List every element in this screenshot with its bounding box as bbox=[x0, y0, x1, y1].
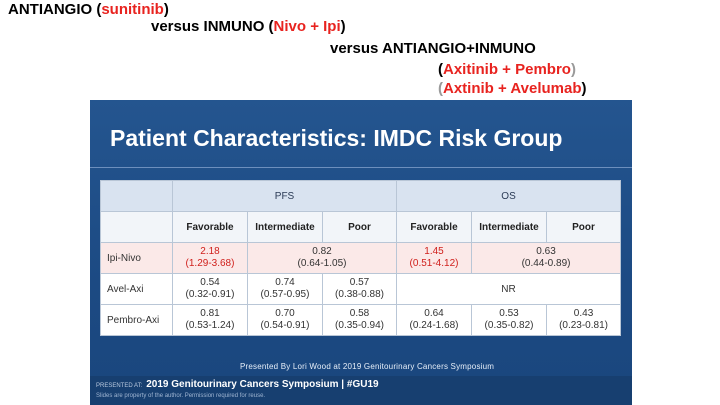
group-header-pfs: PFS bbox=[171, 180, 398, 212]
cell-ipi-nivo-os-favorable: 1.45 (0.51-4.12) bbox=[396, 242, 473, 274]
ci-value: (0.54-0.91) bbox=[260, 320, 310, 331]
hr-value: 0.43 bbox=[573, 308, 594, 319]
footer-presented-at: PRESENTED AT: bbox=[96, 383, 143, 389]
hr-value: 0.74 bbox=[275, 277, 295, 288]
cell-avel-axi-pfs-favorable: 0.54 (0.32-0.91) bbox=[172, 273, 248, 305]
ci-value: (0.38-0.88) bbox=[335, 289, 384, 300]
subheader-row: Favorable Intermediate Poor Favorable In… bbox=[100, 211, 622, 243]
hr-value: 0.81 bbox=[200, 308, 220, 319]
ci-value: (0.35-0.94) bbox=[335, 320, 384, 331]
group-header-os: OS bbox=[396, 180, 622, 212]
footer-symposium: PRESENTED AT: 2019 Genitourinary Cancers … bbox=[96, 379, 379, 390]
subheader-pfs-favorable: Favorable bbox=[172, 211, 248, 243]
hr-value: 0.70 bbox=[275, 308, 295, 319]
cell-ipi-nivo-pfs-favorable: 2.18 (1.29-3.68) bbox=[172, 242, 248, 274]
ci-value: (1.29-3.68) bbox=[185, 258, 235, 269]
cell-pembro-axi-os-favorable: 0.64 (0.24-1.68) bbox=[396, 304, 473, 336]
group-header-row: PFS OS bbox=[100, 180, 622, 212]
heading-line-3: versus ANTIANGIO+INMUNO bbox=[330, 40, 536, 57]
heading-line-1: ANTIANGIO (sunitinib) bbox=[8, 1, 169, 18]
row-label-avel-axi: Avel-Axi bbox=[100, 273, 173, 305]
hr-value: 0.82 bbox=[312, 246, 332, 257]
hr-value: 0.63 bbox=[536, 246, 556, 257]
slide-title: Patient Characteristics: IMDC Risk Group bbox=[110, 125, 563, 151]
subheader-os-favorable: Favorable bbox=[396, 211, 473, 243]
ci-value: (0.44-0.89) bbox=[521, 258, 571, 269]
footer-symposium-name: 2019 Genitourinary Cancers Symposium | #… bbox=[146, 379, 379, 390]
cell-avel-axi-os: NR bbox=[396, 273, 622, 305]
hr-value: 1.45 bbox=[424, 246, 444, 257]
subheader-os-poor: Poor bbox=[546, 211, 622, 243]
hr-value: 0.57 bbox=[349, 277, 370, 288]
heading-line-5-prefix: ( bbox=[438, 80, 443, 97]
cell-pembro-axi-os-poor: 0.43 (0.23-0.81) bbox=[546, 304, 622, 336]
cell-avel-axi-pfs-intermediate: 0.74 (0.57-0.95) bbox=[247, 273, 323, 305]
ci-value: (0.51-4.12) bbox=[409, 258, 459, 269]
ci-value: (0.64-1.05) bbox=[297, 258, 347, 269]
heading-line-5-suffix: ) bbox=[581, 80, 587, 97]
table-row-pembro-axi: Pembro-Axi 0.81 (0.53-1.24) 0.70 (0.54-0.9… bbox=[100, 304, 622, 336]
subheader-pfs-intermediate: Intermediate bbox=[247, 211, 323, 243]
table-row-ipi-nivo: Ipi-Nivo 2.18 (1.29-3.68) 0.82 (0.64-1.05)… bbox=[100, 242, 622, 274]
subheader-os-intermediate: Intermediate bbox=[471, 211, 548, 243]
footer-note: Slides are property of the author. Permi… bbox=[96, 393, 266, 399]
cell-pembro-axi-os-intermediate: 0.53 (0.35-0.82) bbox=[471, 304, 548, 336]
heading-drug-nivo-ipi: Nivo + Ipi bbox=[273, 18, 341, 35]
heading-line-2-prefix: versus INMUNO ( bbox=[151, 18, 274, 35]
heading-line-1-suffix: ) bbox=[163, 1, 169, 18]
heading-line-2-suffix: ) bbox=[340, 18, 346, 35]
ci-value: (0.53-1.24) bbox=[185, 320, 235, 331]
cell-ipi-nivo-pfs-int-poor: 0.82 (0.64-1.05) bbox=[246, 242, 398, 274]
heading-line-1-prefix: ANTIANGIO ( bbox=[8, 1, 102, 18]
heading-line-5: (Axtinib + Avelumab) bbox=[438, 80, 587, 97]
ci-value: (0.57-0.95) bbox=[260, 289, 310, 300]
cell-pembro-axi-pfs-favorable: 0.81 (0.53-1.24) bbox=[172, 304, 248, 336]
corner-cell bbox=[100, 180, 173, 212]
title-divider bbox=[90, 167, 632, 168]
subheader-pfs-poor: Poor bbox=[321, 211, 398, 243]
heading-line-4-suffix: ) bbox=[570, 61, 576, 78]
cell-pembro-axi-pfs-poor: 0.58 (0.35-0.94) bbox=[321, 304, 398, 336]
imdc-risk-table: PFS OS Favorable Intermediate Poor Favor… bbox=[100, 180, 622, 336]
hr-value: 2.18 bbox=[200, 246, 220, 257]
slide-image: Patient Characteristics: IMDC Risk Group… bbox=[90, 100, 632, 405]
ci-value: (0.32-0.91) bbox=[185, 289, 235, 300]
cell-pembro-axi-pfs-intermediate: 0.70 (0.54-0.91) bbox=[247, 304, 323, 336]
heading-line-2: versus INMUNO (Nivo + Ipi) bbox=[151, 18, 346, 35]
ci-value: (0.35-0.82) bbox=[484, 320, 534, 331]
imdc-table-container: PFS OS Favorable Intermediate Poor Favor… bbox=[100, 180, 622, 336]
hr-value: 0.54 bbox=[200, 277, 220, 288]
subheader-corner bbox=[100, 211, 173, 243]
row-label-pembro-axi: Pembro-Axi bbox=[100, 304, 173, 336]
hr-value: 0.58 bbox=[349, 308, 370, 319]
hr-value: 0.64 bbox=[424, 308, 444, 319]
heading-line-4-prefix: ( bbox=[438, 61, 443, 78]
heading-drug-axtinib-avelumab: Axtinib + Avelumab bbox=[443, 80, 582, 97]
hr-value: 0.53 bbox=[499, 308, 519, 319]
heading-drug-axitinib-pembro: Axitinib + Pembro bbox=[443, 61, 571, 78]
slide-footer: PRESENTED AT: 2019 Genitourinary Cancers … bbox=[90, 376, 632, 405]
row-label-ipi-nivo: Ipi-Nivo bbox=[100, 242, 173, 274]
heading-drug-sunitinib: sunitinib bbox=[101, 1, 164, 18]
cell-avel-axi-pfs-poor: 0.57 (0.38-0.88) bbox=[321, 273, 398, 305]
ci-value: (0.23-0.81) bbox=[559, 320, 608, 331]
cell-ipi-nivo-os-int-poor: 0.63 (0.44-0.89) bbox=[471, 242, 622, 274]
presenter-caption: Presented By Lori Wood at 2019 Genitouri… bbox=[240, 362, 495, 371]
table-row-avel-axi: Avel-Axi 0.54 (0.32-0.91) 0.74 (0.57-0.95)… bbox=[100, 273, 622, 305]
ci-value: (0.24-1.68) bbox=[409, 320, 459, 331]
heading-line-4: (Axitinib + Pembro) bbox=[438, 61, 576, 78]
